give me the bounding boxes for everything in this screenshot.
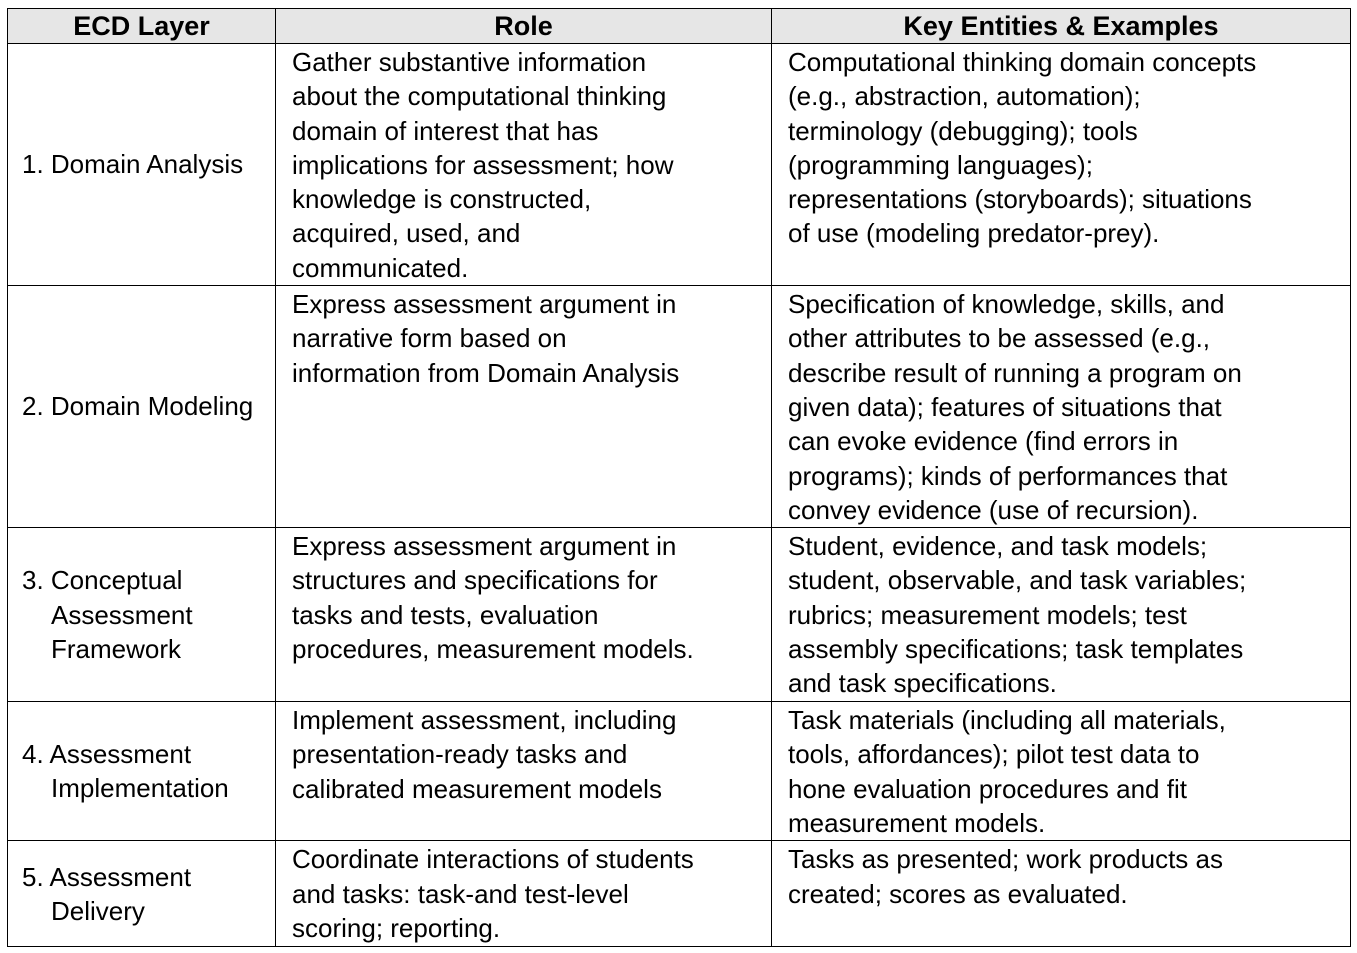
- header-ecd-layer: ECD Layer: [7, 8, 276, 44]
- entities-cell: Student, evidence, and task models; stud…: [771, 527, 1351, 703]
- ecd-layers-table: ECD Layer Role Key Entities & Examples 1…: [7, 8, 1351, 948]
- layer-cell: 4. Assessment Implementation: [7, 701, 276, 842]
- role-cell: Coordinate interactions of students and …: [275, 840, 772, 948]
- table-row-domain-analysis: 1. Domain Analysis Gather substantive in…: [7, 42, 1351, 287]
- layer-cell: 1. Domain Analysis: [7, 42, 276, 287]
- layer-name: 5. Assessment Delivery: [22, 861, 192, 926]
- layer-cell: 3. Conceptual Assessment Framework: [7, 527, 276, 703]
- layer-cell: 5. Assessment Delivery: [7, 840, 276, 948]
- header-key-entities: Key Entities & Examples: [771, 8, 1351, 44]
- table-row-domain-modeling: 2. Domain Modeling Express assessment ar…: [7, 285, 1351, 529]
- table-row-assessment-implementation: 4. Assessment Implementation Implement a…: [7, 701, 1351, 842]
- header-role: Role: [275, 8, 772, 44]
- role-cell: Express assessment argument in structure…: [275, 527, 772, 703]
- layer-cell: 2. Domain Modeling: [7, 285, 276, 529]
- layer-name: 3. Conceptual Assessment Framework: [22, 565, 193, 664]
- layer-name: 2. Domain Modeling: [22, 391, 254, 422]
- role-cell: Gather substantive information about the…: [275, 42, 772, 287]
- table-row-conceptual-assessment-framework: 3. Conceptual Assessment Framework Expre…: [7, 527, 1351, 703]
- entities-cell: Computational thinking domain concepts (…: [771, 42, 1351, 287]
- layer-name: 1. Domain Analysis: [22, 149, 244, 180]
- layer-name: 4. Assessment Implementation: [22, 738, 229, 804]
- entities-cell: Task materials (including all materials,…: [771, 701, 1351, 842]
- entities-cell: Specification of knowledge, skills, and …: [771, 285, 1351, 529]
- table-row-assessment-delivery: 5. Assessment Delivery Coordinate intera…: [7, 840, 1351, 948]
- entities-cell: Tasks as presented; work products as cre…: [771, 840, 1351, 948]
- role-cell: Express assessment argument in narrative…: [275, 285, 772, 529]
- role-cell: Implement assessment, including presenta…: [275, 701, 772, 842]
- header-row: ECD Layer Role Key Entities & Examples: [7, 8, 1351, 44]
